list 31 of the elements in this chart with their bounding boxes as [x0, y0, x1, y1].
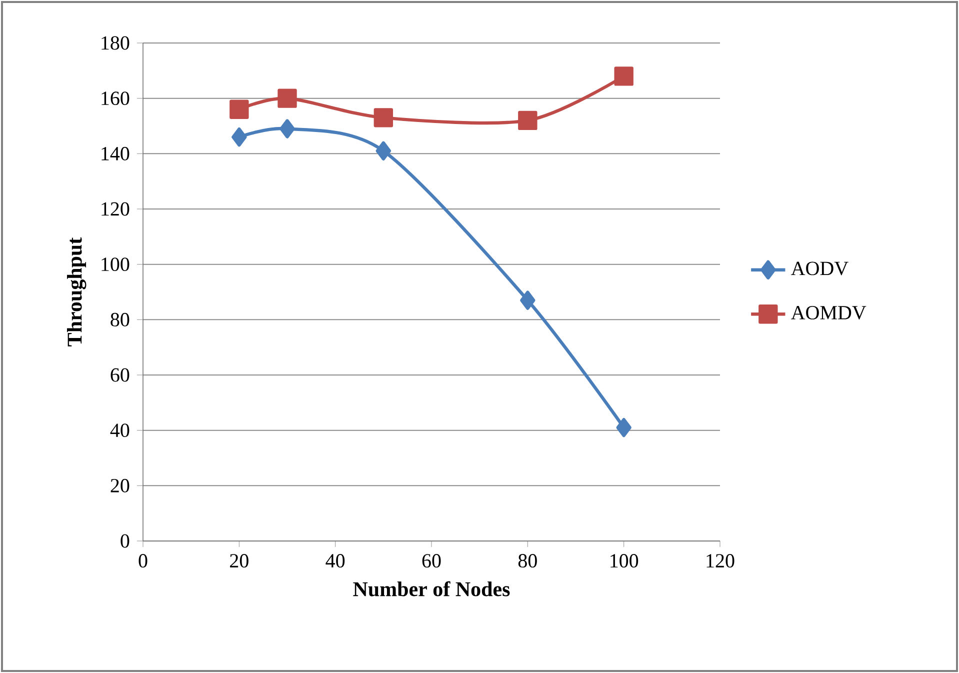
x-tick-label: 0	[138, 554, 148, 568]
y-tick-label: 20	[110, 478, 130, 492]
y-tick-label: 160	[102, 92, 130, 106]
x-tick-label: 40	[326, 554, 345, 568]
y-tick-label: 180	[102, 36, 130, 50]
x-axis-title: Number of Nodes	[353, 581, 510, 596]
x-tick-label: 120	[706, 554, 734, 568]
point	[280, 119, 295, 138]
point	[232, 127, 247, 147]
x-tick-label: 100	[610, 554, 638, 568]
y-tick-label: 60	[110, 368, 130, 382]
point	[518, 110, 538, 130]
point	[520, 290, 536, 310]
y-tick-label: 140	[102, 146, 130, 160]
y-tick-label: 80	[110, 312, 130, 326]
y-tick-label: 120	[102, 202, 130, 216]
y-tick-label: 0	[120, 534, 130, 548]
point	[230, 100, 249, 119]
legend-label: AOMDV	[791, 306, 866, 320]
point	[374, 108, 394, 128]
y-axis-title: Throughput	[67, 237, 86, 346]
point	[614, 66, 634, 86]
x-tick-label: 60	[422, 554, 441, 568]
x-tick-label: 80	[518, 554, 537, 568]
y-tick-label: 40	[110, 424, 130, 438]
y-tick-label: 100	[102, 258, 130, 272]
x-tick-label: 20	[230, 554, 248, 568]
point	[616, 418, 632, 438]
point	[376, 141, 392, 160]
legend-label: AODV	[791, 262, 848, 276]
point	[278, 88, 297, 108]
